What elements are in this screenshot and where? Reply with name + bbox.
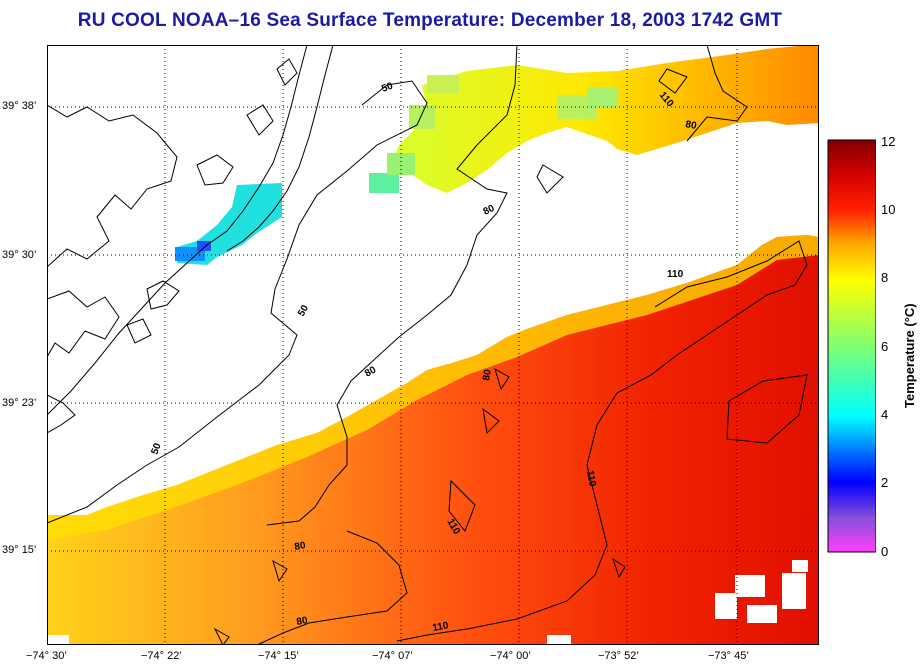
contour-label: 80: [363, 364, 379, 379]
lon-tick-label: −74° 07’: [372, 650, 413, 662]
sst-cold-patch: [175, 183, 282, 265]
sst-map: 50 50 50 80 80 80 80 80 80 110 110 110 1…: [47, 45, 819, 645]
colorbar-gradient: [827, 139, 876, 553]
bathymetry-contours: [47, 45, 808, 645]
sst-north-region: [369, 45, 819, 193]
contour-label: 50: [380, 81, 395, 95]
lon-tick-label: −74° 30’: [26, 650, 67, 662]
coastline: [47, 45, 334, 434]
contour-label: 80: [481, 368, 494, 381]
contour-label: 80: [296, 615, 309, 628]
lat-tick-label: 39° 38’: [2, 100, 37, 112]
colorbar-tick: 6: [881, 339, 889, 354]
lat-tick-label: 39° 15’: [2, 544, 37, 556]
contour-label: 80: [684, 119, 697, 132]
lon-tick-label: −74° 00’: [490, 650, 531, 662]
map-title: RU COOL NOAA–16 Sea Surface Temperature:…: [77, 10, 783, 31]
colorbar-tick: 10: [881, 202, 896, 217]
colorbar-tick: 8: [881, 270, 889, 285]
lon-tick-label: −74° 15’: [258, 650, 299, 662]
colorbar: [827, 139, 876, 553]
lat-tick-label: 39° 30’: [2, 249, 37, 261]
contour-label: 110: [432, 620, 450, 634]
lon-tick-label: −74° 22’: [141, 650, 182, 662]
contour-label: 50: [149, 441, 163, 456]
map-frame: [47, 45, 819, 645]
contour-label: 110: [667, 269, 684, 280]
colorbar-tick: 4: [881, 407, 889, 422]
colorbar-tick: 12: [881, 134, 896, 149]
sst-warm-region: [47, 235, 819, 645]
lon-tick-label: −73° 52’: [598, 650, 639, 662]
contour-label: 50: [296, 303, 311, 319]
lat-tick-label: 39° 23’: [2, 397, 37, 409]
contour-label: 110: [584, 470, 598, 488]
contour-label: 80: [482, 203, 497, 218]
contour-label: 80: [294, 540, 307, 553]
colorbar-label: Temperature (°C): [902, 303, 917, 408]
colorbar-tick: 2: [881, 475, 889, 490]
graticule: [47, 45, 819, 645]
lon-tick-label: −73° 45’: [708, 650, 749, 662]
colorbar-tick: 0: [881, 544, 889, 559]
